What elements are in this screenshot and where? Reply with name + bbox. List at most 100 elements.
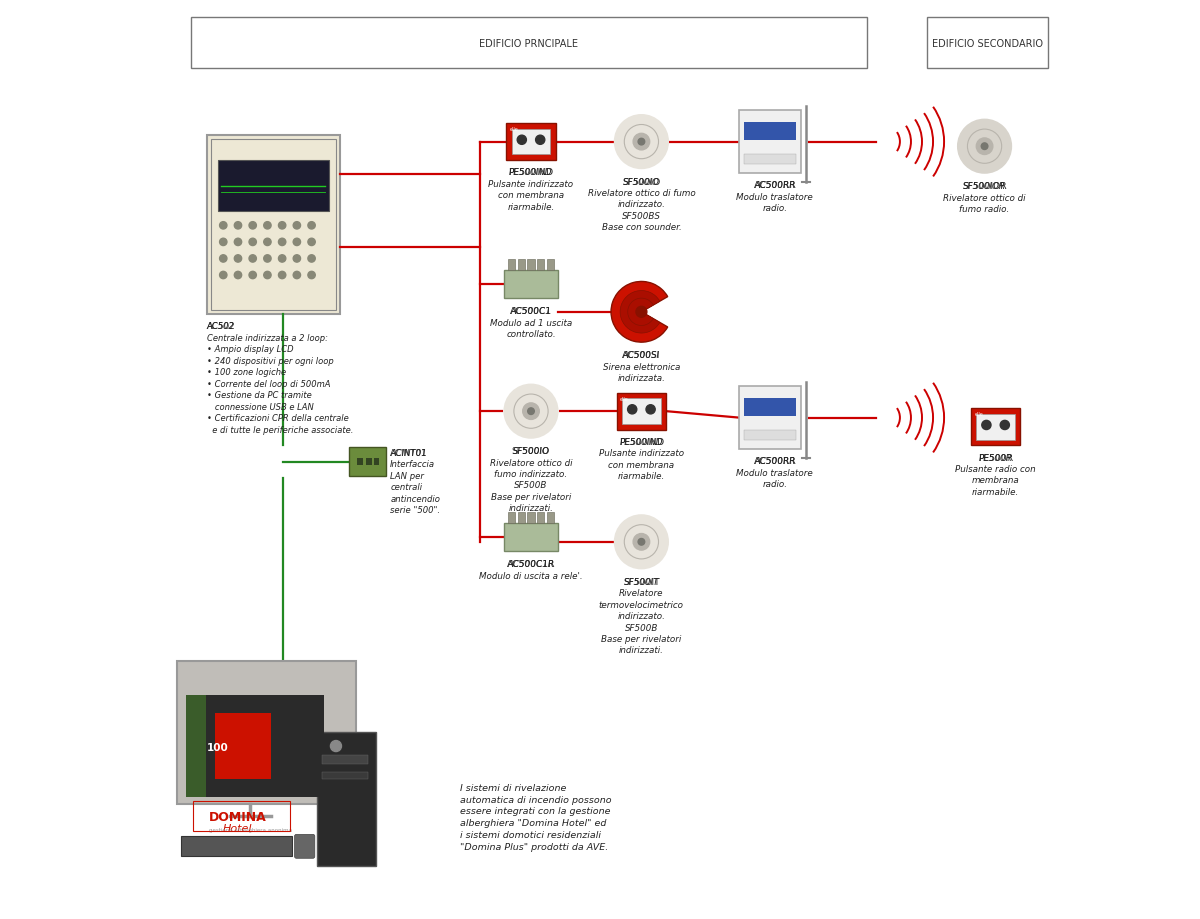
Circle shape <box>614 515 670 570</box>
Text: SF500IO
Rivelatore ottico di fumo
indirizzato.
SF500BS
Base con sounder.: SF500IO Rivelatore ottico di fumo indiri… <box>588 177 695 233</box>
Circle shape <box>250 272 257 279</box>
Circle shape <box>636 307 647 318</box>
Text: I sistemi di rivelazione
automatica di incendio possono
essere integrati con la : I sistemi di rivelazione automatica di i… <box>460 783 612 851</box>
Circle shape <box>250 255 257 263</box>
Circle shape <box>278 222 286 230</box>
Bar <box>744 155 796 165</box>
Text: AC500RR
Modulo traslatore
radio.: AC500RR Modulo traslatore radio. <box>737 181 814 213</box>
Circle shape <box>220 272 227 279</box>
Bar <box>216 713 271 779</box>
Circle shape <box>234 255 241 263</box>
Circle shape <box>264 272 271 279</box>
Bar <box>211 140 336 311</box>
Bar <box>517 513 526 524</box>
Text: PE500R: PE500R <box>978 453 1013 462</box>
Bar <box>977 414 1015 440</box>
Bar <box>508 260 515 271</box>
Bar <box>511 130 551 155</box>
Circle shape <box>278 239 286 246</box>
Text: SF500IT
Rivelatore
termovelocimetrico
indirizzato.
SF500B
Base per rivelatori
in: SF500IT Rivelatore termovelocimetrico in… <box>599 577 684 654</box>
Circle shape <box>308 272 316 279</box>
Text: AC502
Centrale indirizzata a 2 loop:
• Ampio display LCD
• 240 dispositivi per o: AC502 Centrale indirizzata a 2 loop: • A… <box>206 323 353 434</box>
Text: AC500C1R: AC500C1R <box>506 560 556 569</box>
Text: PE500IND: PE500IND <box>619 437 664 447</box>
Text: AC500SI
Sirena elettronica
indirizzata.: AC500SI Sirena elettronica indirizzata. <box>602 351 680 383</box>
Text: PE500IND
Pulsante indirizzato
con membrana
riarmabile.: PE500IND Pulsante indirizzato con membra… <box>488 168 574 211</box>
Text: PE500R
Pulsante radio con
membrana
riarmabile.: PE500R Pulsante radio con membrana riarm… <box>955 453 1036 496</box>
Wedge shape <box>611 282 667 343</box>
Circle shape <box>982 143 988 151</box>
Bar <box>744 399 796 416</box>
Text: SF500IOR: SF500IOR <box>962 182 1007 191</box>
Text: elle: elle <box>510 127 518 131</box>
Text: Hotel: Hotel <box>223 823 252 834</box>
Bar <box>926 18 1048 69</box>
Text: SF500IO: SF500IO <box>512 447 550 456</box>
Text: AC500RR: AC500RR <box>754 457 796 466</box>
Text: elle: elle <box>974 412 983 416</box>
Bar <box>217 161 329 211</box>
Circle shape <box>278 272 286 279</box>
Bar <box>508 513 515 524</box>
Circle shape <box>220 239 227 246</box>
Bar <box>517 260 526 271</box>
Wedge shape <box>620 291 660 334</box>
Text: SF500IOR
Rivelatore ottico di
fumo radio.: SF500IOR Rivelatore ottico di fumo radio… <box>943 182 1026 214</box>
FancyBboxPatch shape <box>317 732 377 866</box>
Bar <box>547 513 554 524</box>
Text: 100: 100 <box>208 743 229 752</box>
Bar <box>536 513 545 524</box>
Circle shape <box>250 239 257 246</box>
Circle shape <box>308 255 316 263</box>
Circle shape <box>264 239 271 246</box>
Text: AC500SI: AC500SI <box>623 351 660 360</box>
Bar <box>366 459 372 466</box>
Circle shape <box>614 115 670 170</box>
Bar <box>744 431 796 440</box>
FancyBboxPatch shape <box>176 662 356 804</box>
Bar <box>527 513 535 524</box>
Text: AC500C1R
Modulo di uscita a rele'.: AC500C1R Modulo di uscita a rele'. <box>479 560 583 580</box>
FancyBboxPatch shape <box>349 448 385 477</box>
Text: AC502: AC502 <box>206 323 235 331</box>
Circle shape <box>220 255 227 263</box>
Bar <box>504 524 558 551</box>
Circle shape <box>504 384 559 439</box>
Circle shape <box>264 222 271 230</box>
Circle shape <box>293 272 300 279</box>
Circle shape <box>293 222 300 230</box>
Text: DOMINA: DOMINA <box>209 811 266 823</box>
Bar <box>186 696 206 797</box>
Circle shape <box>982 421 991 430</box>
Bar <box>358 459 362 466</box>
FancyBboxPatch shape <box>206 135 340 314</box>
Text: AC500RR: AC500RR <box>754 181 796 190</box>
Bar <box>527 260 535 271</box>
Text: AC500C1
Modulo ad 1 uscita
controllato.: AC500C1 Modulo ad 1 uscita controllato. <box>490 307 572 339</box>
Circle shape <box>308 239 316 246</box>
Bar <box>547 260 554 271</box>
Text: AC500C1: AC500C1 <box>510 307 552 316</box>
Bar <box>744 123 796 141</box>
Circle shape <box>956 119 1012 175</box>
Circle shape <box>535 136 545 145</box>
Circle shape <box>293 255 300 263</box>
Bar <box>186 696 324 797</box>
Circle shape <box>278 255 286 263</box>
Circle shape <box>234 272 241 279</box>
Bar <box>971 409 1020 446</box>
Bar <box>191 18 866 69</box>
Text: SF500IO: SF500IO <box>623 177 660 187</box>
Circle shape <box>646 405 655 414</box>
Circle shape <box>293 239 300 246</box>
Circle shape <box>264 255 271 263</box>
Bar <box>622 399 661 425</box>
Text: PE500IND
Pulsante indirizzato
con membrana
riarmabile.: PE500IND Pulsante indirizzato con membra… <box>599 437 684 481</box>
Circle shape <box>638 539 644 546</box>
Circle shape <box>517 136 527 145</box>
Circle shape <box>330 741 342 752</box>
Text: SF500IO
Rivelatore ottico di
fumo indirizzato.
SF500B
Base per rivelatori
indiri: SF500IO Rivelatore ottico di fumo indiri… <box>490 447 572 513</box>
Text: elle: elle <box>620 396 629 401</box>
Text: EDIFICIO PRNCIPALE: EDIFICIO PRNCIPALE <box>479 39 578 49</box>
Text: EDIFICIO SECONDARIO: EDIFICIO SECONDARIO <box>932 39 1043 49</box>
